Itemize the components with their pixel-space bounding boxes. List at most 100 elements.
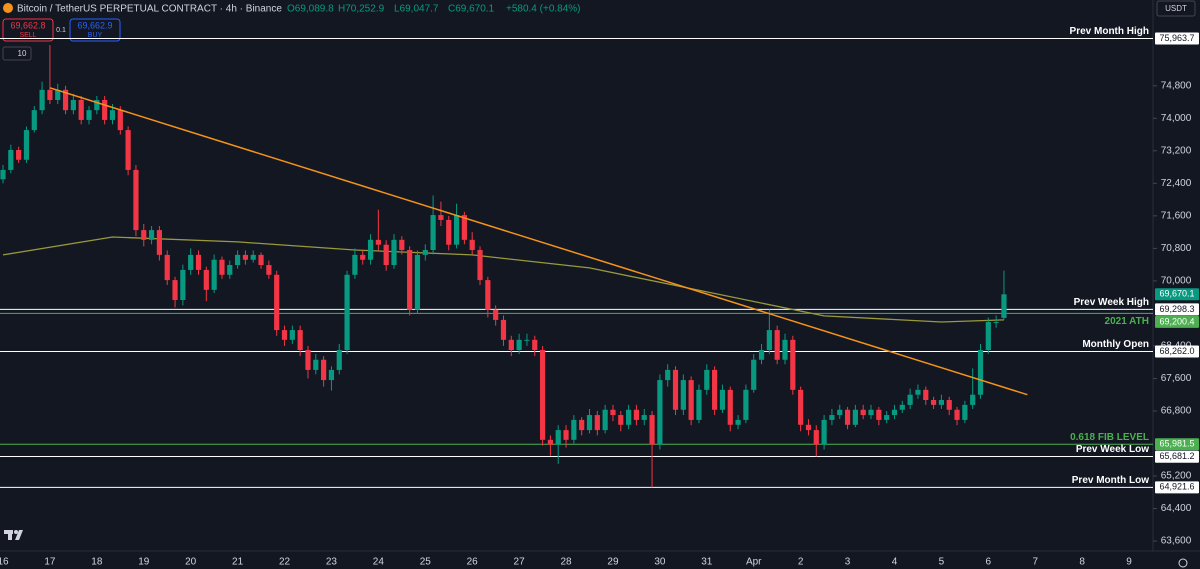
candle-body [321, 359, 327, 381]
buy-button[interactable] [69, 18, 121, 42]
candle-body [172, 280, 178, 300]
price-tag [1155, 481, 1199, 494]
candle-body [352, 254, 358, 275]
price-tag [1155, 315, 1199, 328]
candle-body [672, 369, 679, 410]
candle-body [938, 400, 944, 405]
x-tick-label: 21 [232, 557, 244, 568]
level-label: 0.618 FIB LEVEL [1070, 432, 1149, 443]
candle-body [164, 254, 170, 281]
candle-body [133, 169, 139, 231]
candle-body [227, 265, 233, 275]
candle-body [735, 419, 741, 425]
x-tick-label: 2 [798, 557, 804, 568]
coin-icon [3, 3, 13, 13]
candle-body [39, 89, 45, 111]
price-tag [1155, 303, 1199, 316]
candle-body [680, 380, 686, 410]
candle-body [461, 215, 467, 240]
level-label: Prev Week Low [1076, 444, 1149, 455]
x-tick-label: 26 [467, 557, 479, 568]
x-tick-label: 25 [420, 557, 432, 568]
price-tag-label: 64,921.6 [1159, 482, 1194, 492]
candle-body [532, 339, 538, 350]
candle-body [829, 415, 835, 420]
candle-body [923, 389, 929, 400]
x-tick-label: 23 [326, 557, 338, 568]
candle-body [148, 230, 155, 240]
y-tick-label: 65,200 [1161, 471, 1192, 482]
candle-body [102, 100, 108, 120]
candle-body [852, 409, 858, 425]
candle-body [367, 239, 374, 260]
candle-body [360, 254, 366, 260]
level-label: Monthly Open [1082, 339, 1149, 350]
candle-body [430, 215, 436, 250]
candle-body [55, 89, 61, 100]
candle-body [1001, 294, 1007, 318]
candle-body [235, 254, 241, 266]
candle-body [563, 430, 569, 440]
candle-body [195, 254, 202, 270]
tv-logo [4, 530, 23, 540]
candle-body [868, 409, 874, 416]
candle-body [704, 369, 710, 390]
y-tick-label: 70,800 [1161, 243, 1192, 254]
candle-body [500, 319, 507, 340]
candle-body [626, 409, 632, 425]
change-label: +580.4 (+0.84%) [506, 4, 581, 15]
candle-body [8, 150, 14, 170]
candle-body [962, 404, 968, 420]
candle-body [743, 389, 749, 420]
price-tag-label: 65,681.2 [1159, 451, 1194, 461]
y-tick-label: 67,600 [1161, 373, 1192, 384]
price-tag-label: 75,963.7 [1159, 33, 1194, 43]
settings-icon[interactable] [1178, 558, 1188, 568]
x-tick-label: 6 [986, 557, 992, 568]
x-tick-label: 8 [1079, 557, 1085, 568]
x-tick-label: 4 [892, 557, 898, 568]
x-tick-label: 30 [654, 557, 666, 568]
candle-body [915, 389, 921, 395]
y-tick-label: 66,800 [1161, 406, 1192, 417]
currency-button[interactable] [1156, 0, 1196, 17]
sell-button[interactable] [2, 18, 54, 42]
low-label: L69,047.7 [394, 4, 439, 15]
candle-body [219, 259, 225, 275]
candle-body [493, 309, 499, 320]
candle-body [297, 330, 303, 350]
candle-body [633, 409, 640, 420]
price-tag [1155, 450, 1199, 463]
price-tag [1155, 438, 1199, 451]
candle-body [16, 150, 22, 160]
candle-body [884, 415, 890, 420]
candle-body [610, 409, 616, 416]
candle-body [571, 419, 577, 440]
candle-body [837, 409, 843, 416]
candle-body [547, 439, 553, 445]
sell-price: 69,662.8 [10, 20, 45, 30]
candle-body [946, 400, 952, 410]
indicator-count: 10 [18, 49, 27, 58]
candle-body [641, 415, 647, 420]
buy-price: 69,662.9 [77, 20, 112, 30]
chart-title: Bitcoin / TetherUS PERPETUAL CONTRACT · … [17, 4, 282, 15]
candle-body [383, 244, 389, 266]
candle-body [109, 110, 116, 120]
y-tick-label: 73,200 [1161, 145, 1192, 156]
high-label: H70,252.9 [338, 4, 385, 15]
sell-text: SELL [19, 32, 36, 39]
x-tick-label: 16 [0, 557, 9, 568]
candle-body [141, 230, 147, 240]
x-tick-label: 18 [91, 557, 103, 568]
candle-body [712, 369, 718, 410]
candle-body [774, 330, 780, 360]
indicators-toggle[interactable] [2, 46, 32, 61]
candle-body [391, 239, 397, 266]
candle-body [446, 219, 452, 245]
x-tick-label: 7 [1032, 557, 1038, 568]
candle-body [23, 130, 30, 160]
